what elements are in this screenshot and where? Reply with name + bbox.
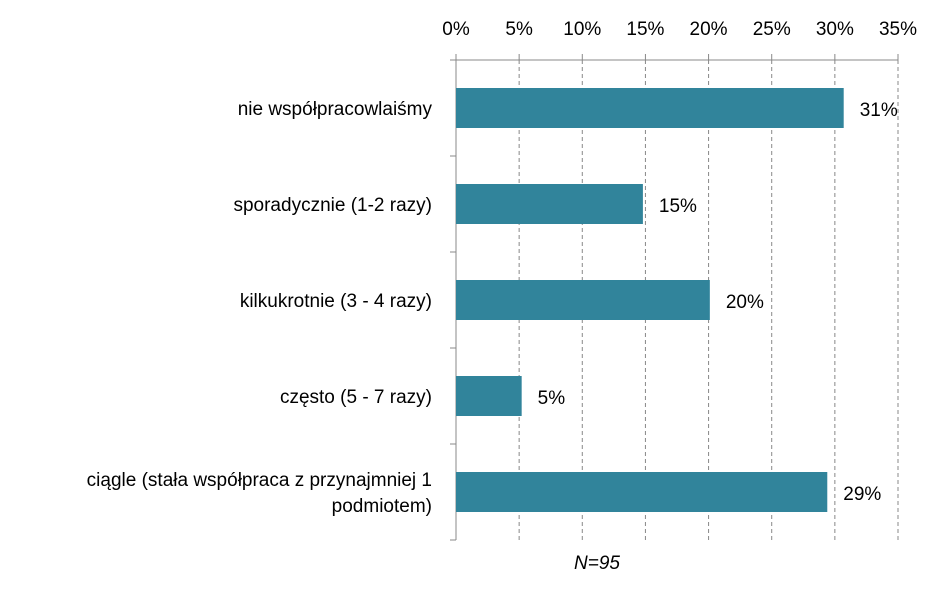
x-tick-label: 25% — [753, 19, 791, 40]
bar — [456, 184, 643, 224]
data-label: 5% — [538, 388, 566, 409]
bar — [456, 376, 522, 416]
data-label: 15% — [659, 196, 697, 217]
category-label: nie współpracowlaiśmy — [237, 99, 432, 120]
x-tick-label: 15% — [626, 19, 664, 40]
category-label: kilkukrotnie (3 - 4 razy) — [239, 291, 432, 312]
data-label: 31% — [860, 100, 898, 121]
x-tick-label: 35% — [879, 19, 917, 40]
data-label: 29% — [843, 484, 881, 505]
bar — [456, 88, 844, 128]
x-tick-label: 5% — [505, 19, 533, 40]
category-label: często (5 - 7 razy) — [279, 387, 432, 408]
bar — [456, 472, 828, 512]
category-label: ciągle (stała współpraca z przynajmniej … — [86, 470, 432, 517]
note: N=95 — [574, 553, 620, 574]
x-tick-label: 10% — [563, 19, 601, 40]
data-label: 20% — [726, 292, 764, 313]
x-tick-label: 30% — [816, 19, 854, 40]
x-tick-label: 20% — [690, 19, 728, 40]
category-label: sporadycznie (1-2 razy) — [233, 195, 432, 216]
bar — [456, 280, 710, 320]
x-tick-label: 0% — [442, 19, 470, 40]
